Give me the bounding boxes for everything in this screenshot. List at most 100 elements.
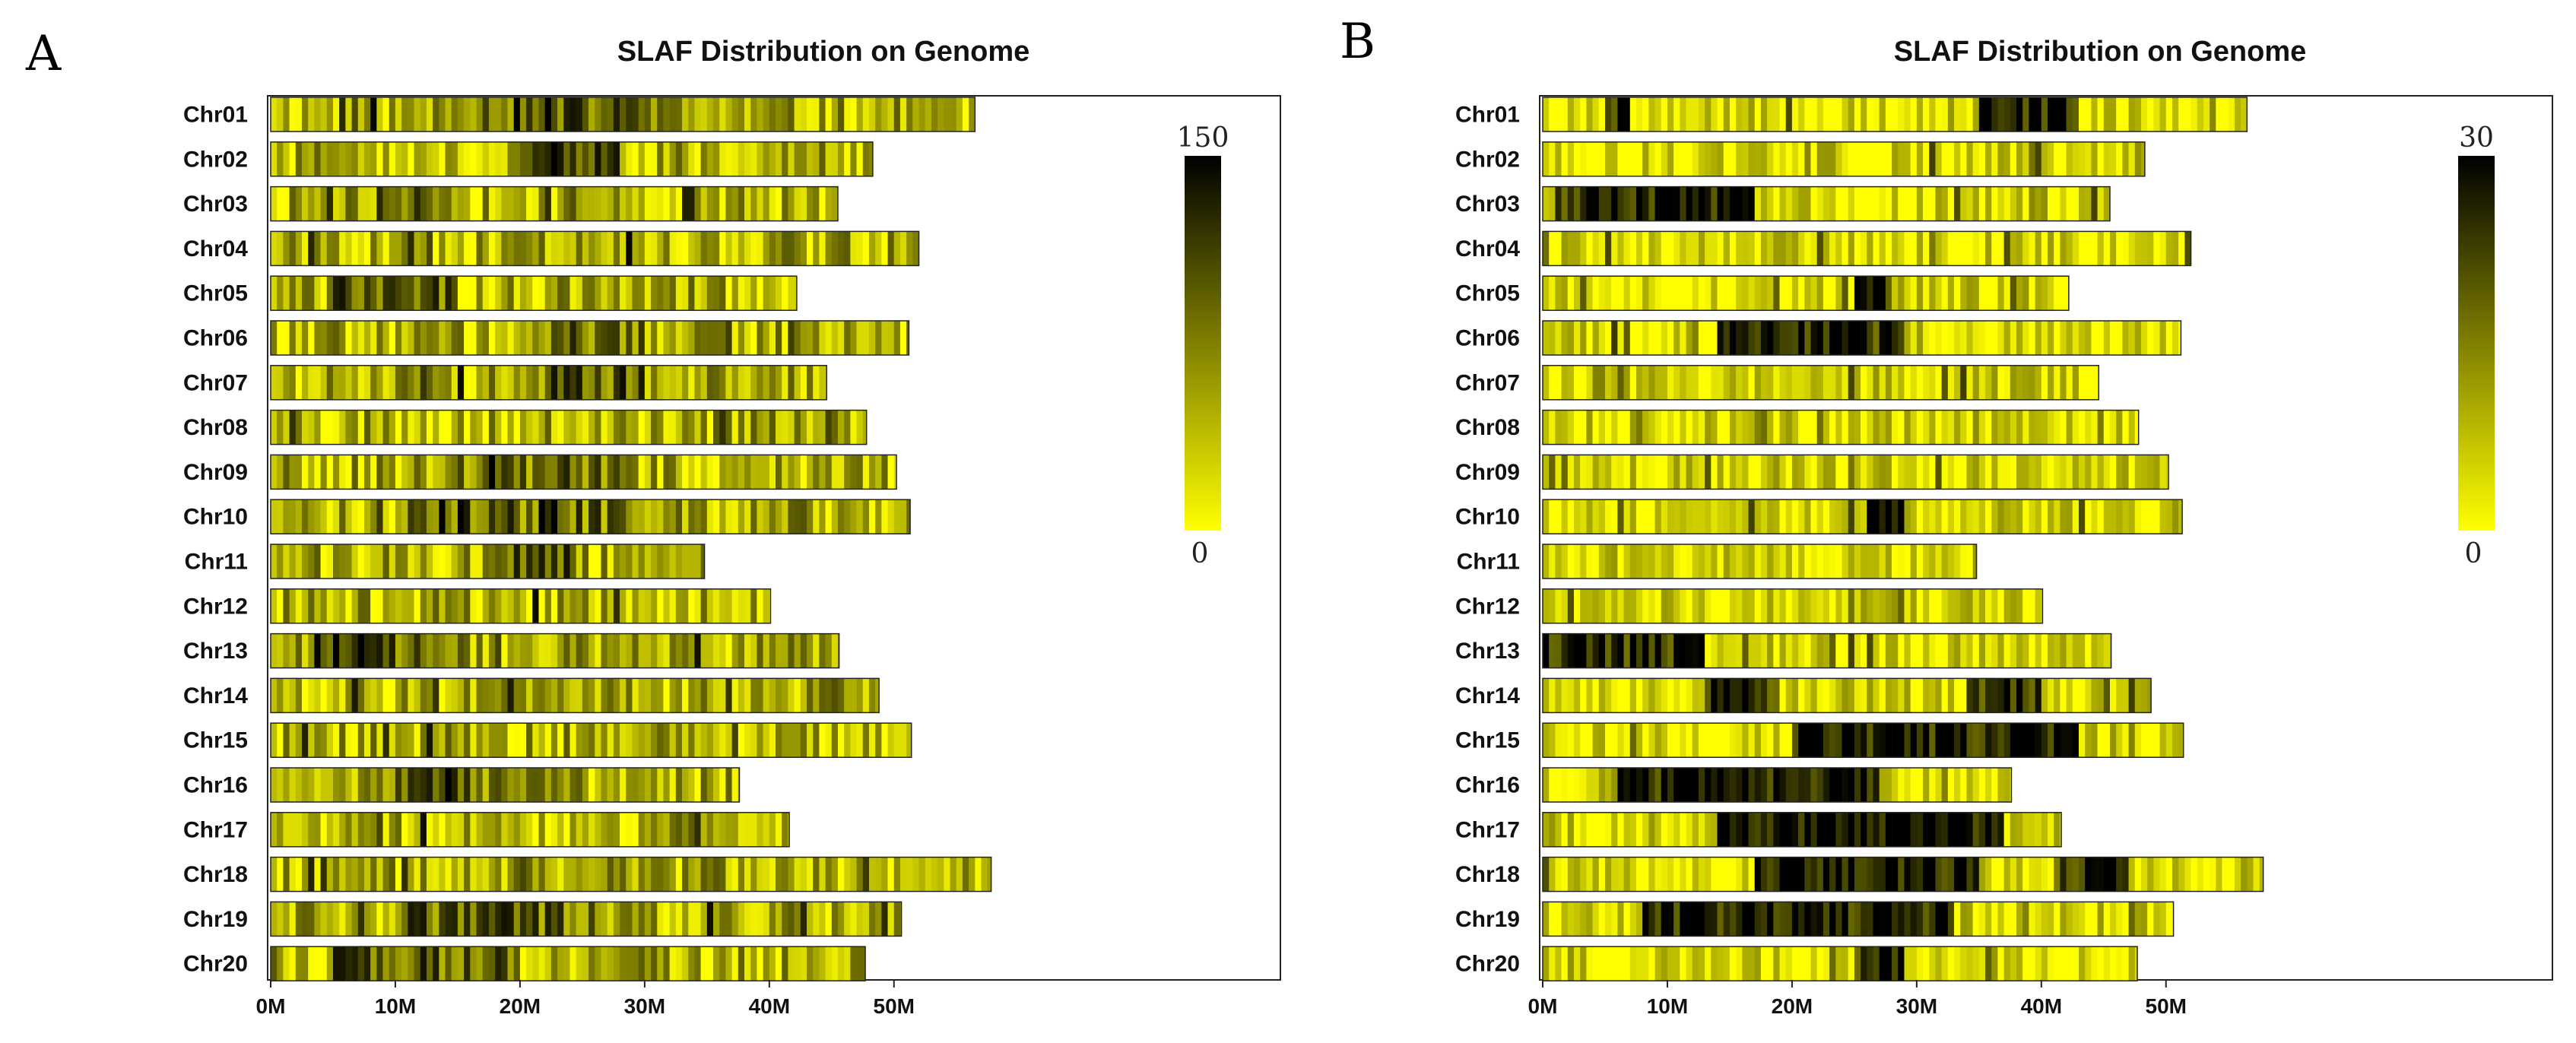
density-bin xyxy=(1997,321,2004,355)
density-bin xyxy=(395,97,402,132)
density-bin xyxy=(2035,410,2042,445)
density-bin xyxy=(831,902,839,937)
chromosome-label-chr04: Chr04 xyxy=(1455,236,1520,262)
density-bin xyxy=(1854,410,1861,445)
density-bin xyxy=(844,857,851,892)
density-bin xyxy=(576,544,583,579)
density-bin xyxy=(2041,723,2048,758)
density-bin xyxy=(439,97,446,132)
density-bin xyxy=(1555,544,1562,579)
density-bin xyxy=(339,455,346,490)
density-bin xyxy=(1848,410,1855,445)
density-bin xyxy=(2140,499,2148,534)
density-bin xyxy=(445,186,452,221)
density-bin xyxy=(607,902,614,937)
chromosome-label-chr02: Chr02 xyxy=(183,147,248,172)
density-bin xyxy=(582,141,589,176)
density-bin xyxy=(651,678,658,713)
density-bin xyxy=(675,857,683,892)
density-bin xyxy=(1835,812,1842,847)
density-bin xyxy=(651,321,658,355)
density-bin xyxy=(1966,946,1973,981)
density-bin xyxy=(326,857,334,892)
density-bin xyxy=(1586,857,1593,892)
density-bin xyxy=(433,231,439,266)
density-bin xyxy=(1680,455,1686,490)
density-bin xyxy=(457,97,465,132)
density-bin xyxy=(470,321,477,355)
density-bin xyxy=(351,455,359,490)
density-bin xyxy=(1711,141,1718,176)
density-bin xyxy=(1848,455,1855,490)
density-bin xyxy=(1698,499,1705,534)
density-bin xyxy=(1667,141,1674,176)
density-bin xyxy=(675,365,683,400)
density-bin xyxy=(1991,946,1998,981)
density-bin xyxy=(1661,499,1668,534)
density-bin xyxy=(476,768,484,802)
density-bin xyxy=(532,410,539,445)
chromosome-label-chr04: Chr04 xyxy=(183,236,248,262)
density-bin xyxy=(1854,812,1861,847)
density-bin xyxy=(1573,544,1581,579)
density-bin xyxy=(351,365,359,400)
density-bin xyxy=(706,365,714,400)
density-bin xyxy=(638,141,646,176)
density-bin xyxy=(1960,588,1967,623)
density-bin xyxy=(544,588,552,623)
density-bin xyxy=(550,812,558,847)
density-bin xyxy=(1611,141,1618,176)
density-bin xyxy=(295,588,303,623)
density-bin xyxy=(1623,276,1631,311)
density-bin xyxy=(1935,768,1942,802)
density-bin xyxy=(1729,588,1737,623)
density-bin xyxy=(582,365,589,400)
density-bin xyxy=(688,857,695,892)
density-bin xyxy=(1842,857,1848,892)
density-bin xyxy=(519,678,527,713)
density-bin xyxy=(271,633,278,668)
density-bin xyxy=(439,544,446,579)
density-bin xyxy=(669,455,677,490)
density-bin xyxy=(532,633,539,668)
density-bin xyxy=(2035,857,2042,892)
density-bin xyxy=(1592,588,1600,623)
density-bin xyxy=(2122,321,2129,355)
density-bin xyxy=(613,321,620,355)
density-bin xyxy=(1705,321,1712,355)
density-bin xyxy=(788,410,795,445)
density-bin xyxy=(706,321,714,355)
density-bin xyxy=(320,231,328,266)
density-bin xyxy=(1867,768,1873,802)
density-bin xyxy=(1754,678,1762,713)
density-bin xyxy=(694,141,701,176)
density-bin xyxy=(314,231,321,266)
density-bin xyxy=(1555,455,1562,490)
chromosome-label-chr20: Chr20 xyxy=(1455,952,1520,977)
density-bin xyxy=(2153,902,2160,937)
density-bin xyxy=(1705,186,1712,221)
chromosome-bars-b xyxy=(1542,97,2264,981)
density-bin xyxy=(788,946,795,981)
density-bin xyxy=(1816,276,1824,311)
density-bin xyxy=(332,499,340,534)
density-bin xyxy=(700,544,705,579)
density-bin xyxy=(1767,857,1774,892)
density-bin xyxy=(2060,499,2067,534)
density-bin xyxy=(1767,633,1774,668)
chromosome-label-chr09: Chr09 xyxy=(183,460,248,485)
density-bin xyxy=(332,97,340,132)
density-bin xyxy=(725,633,732,668)
density-bin xyxy=(339,410,346,445)
density-bin xyxy=(862,231,870,266)
density-bin xyxy=(1941,544,1949,579)
density-bin xyxy=(370,410,377,445)
density-bin xyxy=(395,812,402,847)
density-bin xyxy=(1611,276,1618,311)
density-bin xyxy=(1997,812,2004,847)
density-bin xyxy=(1873,231,1880,266)
density-bin xyxy=(414,812,421,847)
density-bin xyxy=(2035,499,2042,534)
density-bin xyxy=(1972,141,1980,176)
density-bin xyxy=(357,588,365,623)
